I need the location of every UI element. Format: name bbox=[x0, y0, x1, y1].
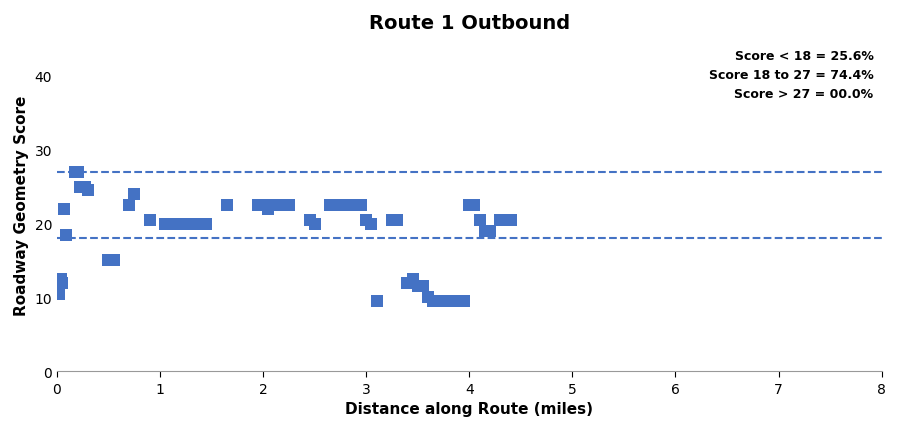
Point bbox=[457, 298, 472, 305]
Point bbox=[467, 202, 482, 209]
Point bbox=[344, 202, 358, 209]
Point bbox=[199, 221, 213, 227]
Point bbox=[256, 202, 270, 209]
Point bbox=[174, 221, 188, 227]
Point bbox=[261, 206, 275, 213]
Text: Score < 18 = 25.6%
Score 18 to 27 = 74.4%
Score > 27 = 00.0%: Score < 18 = 25.6% Score 18 to 27 = 74.4… bbox=[708, 50, 873, 101]
Point bbox=[59, 232, 74, 239]
Point bbox=[68, 169, 83, 176]
Point bbox=[302, 217, 317, 224]
Point bbox=[436, 298, 451, 305]
Point bbox=[472, 217, 487, 224]
X-axis label: Distance along Route (miles): Distance along Route (miles) bbox=[346, 401, 593, 416]
Point bbox=[70, 169, 85, 176]
Point bbox=[308, 221, 322, 227]
Title: Route 1 Outbound: Route 1 Outbound bbox=[369, 14, 570, 33]
Point bbox=[416, 283, 430, 290]
Point bbox=[323, 202, 338, 209]
Point bbox=[50, 291, 65, 298]
Point bbox=[282, 202, 296, 209]
Point bbox=[189, 221, 203, 227]
Point bbox=[364, 221, 379, 227]
Point bbox=[194, 221, 209, 227]
Point bbox=[482, 228, 497, 235]
Point bbox=[106, 258, 121, 264]
Point bbox=[503, 217, 517, 224]
Point bbox=[77, 184, 92, 190]
Point bbox=[493, 217, 508, 224]
Point bbox=[266, 202, 281, 209]
Point bbox=[168, 221, 183, 227]
Point bbox=[328, 202, 343, 209]
Point bbox=[421, 294, 436, 301]
Point bbox=[178, 221, 193, 227]
Point bbox=[359, 217, 374, 224]
Y-axis label: Roadway Geometry Score: Roadway Geometry Score bbox=[14, 95, 29, 316]
Point bbox=[348, 202, 363, 209]
Point bbox=[72, 184, 86, 190]
Point bbox=[431, 298, 446, 305]
Point bbox=[333, 202, 347, 209]
Point bbox=[251, 202, 266, 209]
Point bbox=[354, 202, 368, 209]
Point bbox=[276, 202, 291, 209]
Point bbox=[390, 217, 404, 224]
Point bbox=[452, 298, 466, 305]
Point bbox=[385, 217, 400, 224]
Point bbox=[272, 202, 286, 209]
Point bbox=[442, 298, 456, 305]
Point bbox=[184, 221, 198, 227]
Point bbox=[400, 280, 415, 286]
Point bbox=[462, 202, 476, 209]
Point bbox=[369, 298, 383, 305]
Point bbox=[410, 283, 425, 290]
Point bbox=[127, 191, 141, 198]
Point bbox=[81, 187, 95, 194]
Point bbox=[52, 291, 67, 298]
Point bbox=[426, 298, 440, 305]
Point bbox=[163, 221, 177, 227]
Point bbox=[446, 298, 461, 305]
Point bbox=[220, 202, 234, 209]
Point bbox=[102, 258, 116, 264]
Point bbox=[478, 228, 492, 235]
Point bbox=[158, 221, 173, 227]
Point bbox=[405, 276, 419, 283]
Point bbox=[122, 202, 136, 209]
Point bbox=[57, 206, 71, 213]
Point bbox=[55, 280, 69, 286]
Point bbox=[142, 217, 157, 224]
Point bbox=[54, 276, 68, 283]
Point bbox=[338, 202, 353, 209]
